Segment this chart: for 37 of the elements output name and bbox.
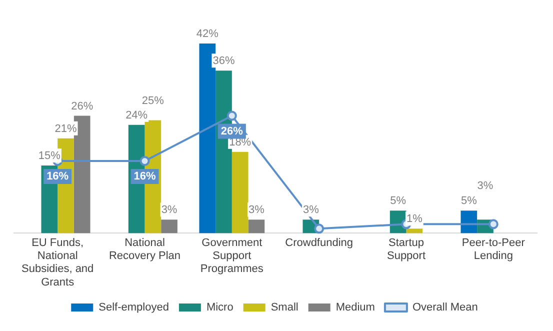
data-label: 26% [71, 100, 94, 112]
x-tick-label: Government Support Programmes [200, 236, 264, 276]
data-label: 3% [302, 204, 320, 216]
data-label: 3% [477, 180, 494, 192]
bar [248, 220, 265, 234]
legend-label: Small [270, 302, 298, 314]
legend-label: Overall Mean [412, 302, 478, 314]
data-label: 16% [46, 170, 69, 182]
data-label: 24% [126, 109, 148, 122]
bar [406, 228, 423, 234]
x-tick-label: Crowdfunding [285, 236, 354, 249]
point [488, 219, 498, 230]
x-tick-label: EU Funds, National Subsidies, and Grants [21, 236, 94, 288]
data-label: 5% [390, 195, 406, 208]
point [140, 156, 150, 166]
data-label: 3% [161, 204, 178, 216]
data-label: 15% [38, 150, 61, 162]
data-label: 5% [460, 195, 478, 208]
legend-label: Medium [336, 302, 375, 314]
x-tick-label: Startup Support [386, 236, 426, 262]
point [314, 224, 324, 234]
data-label: 36% [212, 55, 235, 68]
data-label: 42% [196, 28, 219, 40]
data-label: 1% [406, 213, 423, 226]
x-tick-label: Peer-to-Peer Lending [462, 236, 526, 262]
x-tick-label: National Recovery Plan [108, 236, 181, 262]
point [226, 110, 237, 121]
data-label: 21% [54, 122, 77, 135]
bar [460, 210, 478, 234]
data-label: 25% [142, 94, 164, 107]
bar [161, 220, 178, 234]
data-label: 16% [134, 170, 156, 182]
legend-label: Self-employed [98, 302, 169, 314]
data-label: 3% [248, 204, 265, 216]
bar [232, 152, 248, 234]
legend-label: Micro [206, 302, 234, 314]
data-label: 26% [220, 125, 244, 138]
